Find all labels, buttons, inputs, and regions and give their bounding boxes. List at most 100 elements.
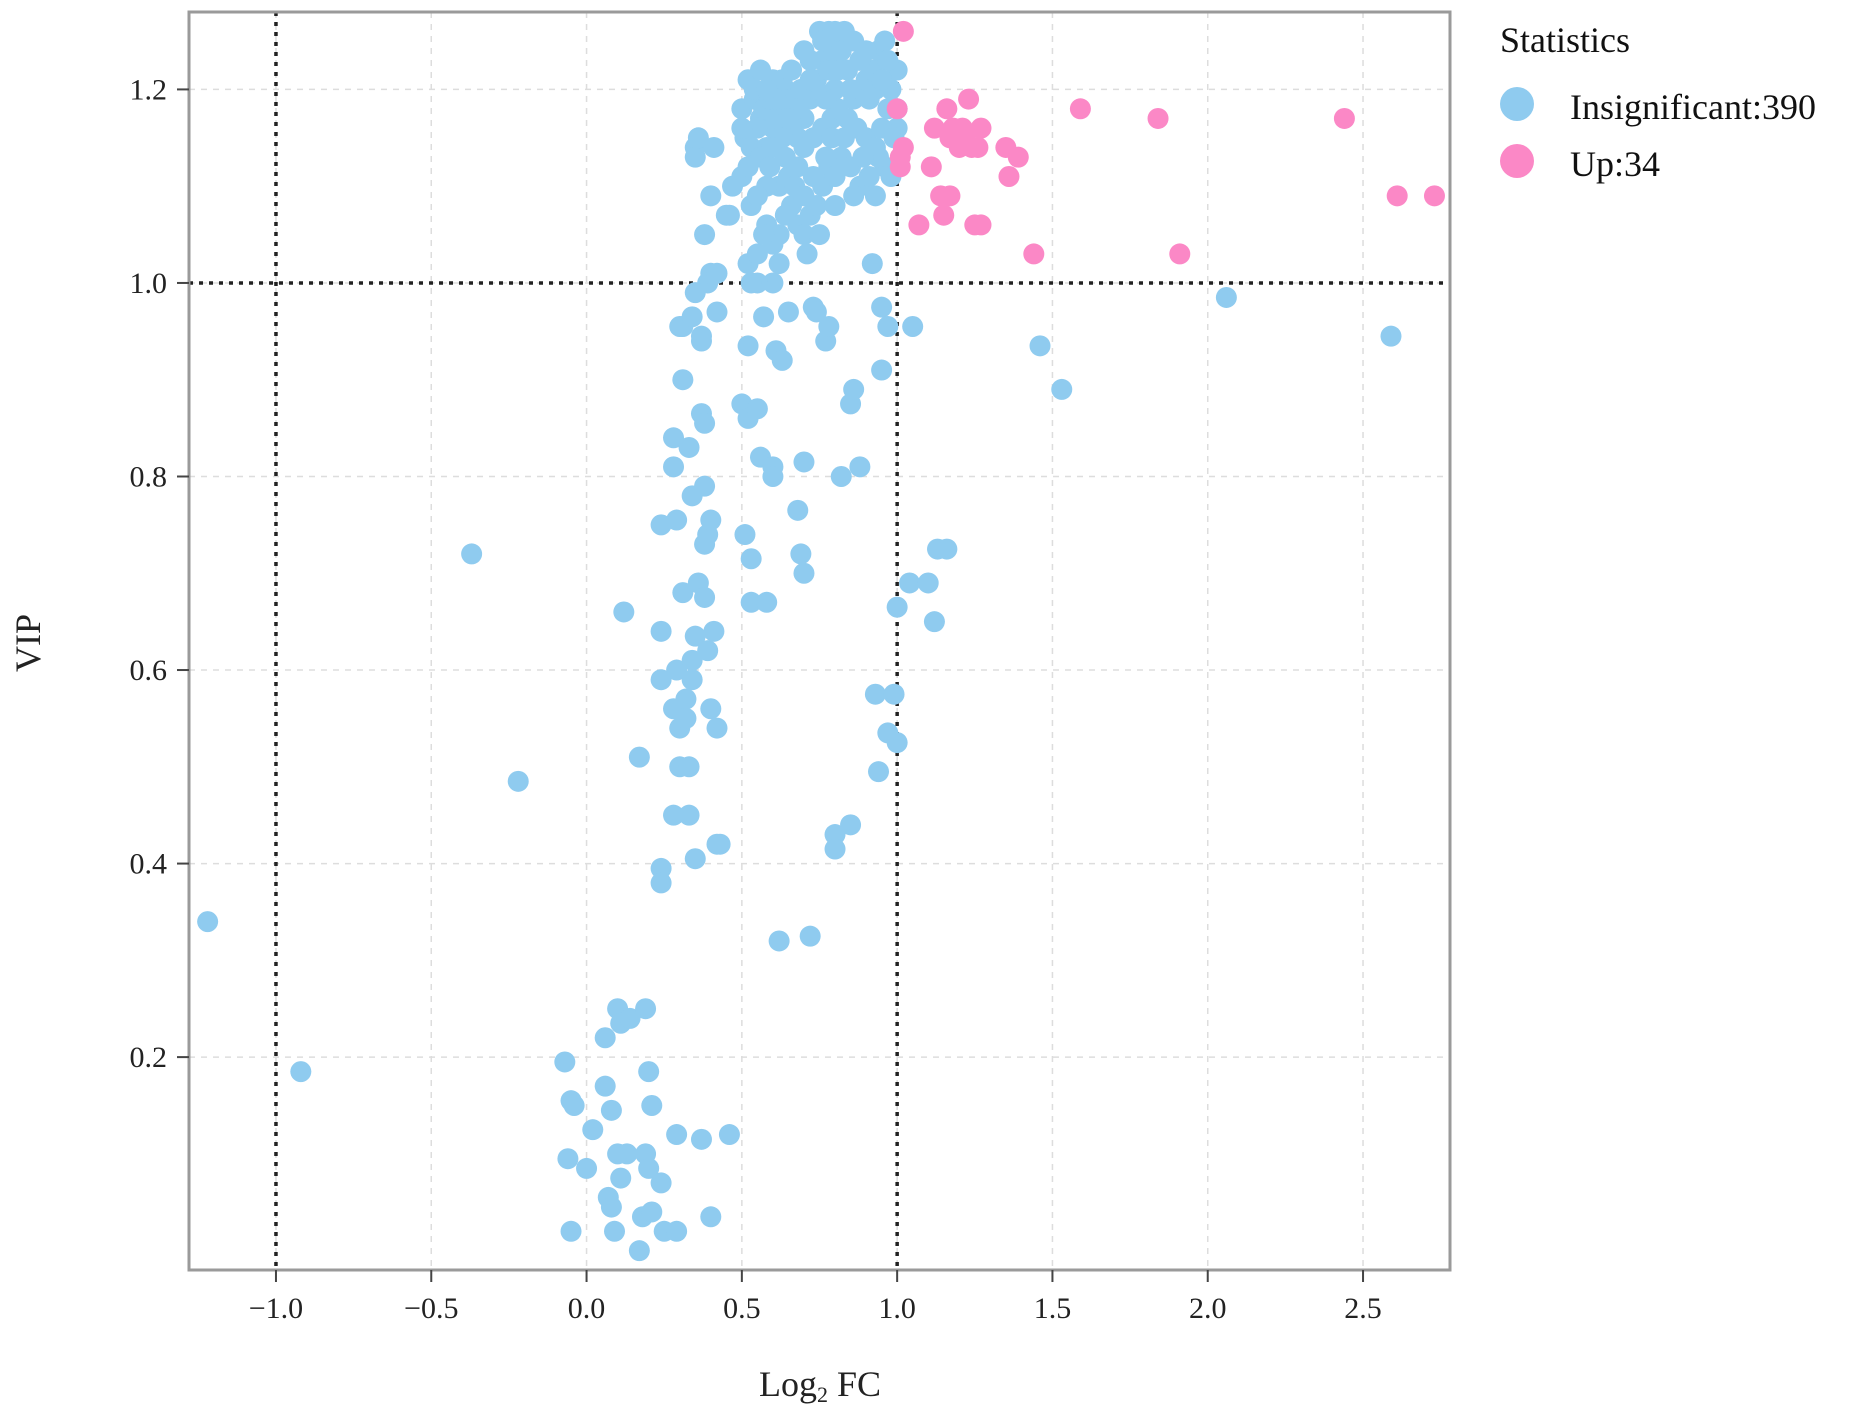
insignificant-point bbox=[809, 224, 830, 246]
insignificant-point bbox=[824, 824, 846, 846]
insignificant-point bbox=[737, 335, 759, 357]
insignificant-point bbox=[840, 78, 862, 100]
insignificant-point bbox=[802, 166, 824, 188]
x-axis-ticks: −1.0 −0.5 0.0 0.5 1.0 1.5 2.0 2.5 bbox=[249, 1270, 1382, 1325]
insignificant-point bbox=[777, 107, 799, 129]
insignificant-point bbox=[557, 1148, 579, 1170]
insignificant-point bbox=[768, 224, 790, 246]
insignificant-point bbox=[697, 640, 719, 662]
insignificant-point bbox=[635, 998, 657, 1020]
x-tick-label: −1.0 bbox=[249, 1292, 303, 1325]
up-point bbox=[998, 166, 1020, 188]
up-point bbox=[1169, 243, 1191, 265]
insignificant-point bbox=[675, 707, 697, 729]
insignificant-point bbox=[582, 1119, 604, 1141]
insignificant-point bbox=[843, 378, 865, 400]
insignificant-point bbox=[746, 117, 768, 139]
insignificant-point bbox=[684, 848, 706, 870]
insignificant-point bbox=[1029, 335, 1051, 357]
insignificant-point bbox=[576, 1157, 598, 1179]
insignificant-point bbox=[793, 224, 815, 246]
up-point bbox=[923, 117, 945, 139]
insignificant-point bbox=[749, 59, 771, 81]
up-point bbox=[936, 98, 958, 120]
insignificant-point bbox=[681, 649, 703, 671]
insignificant-point bbox=[830, 465, 852, 487]
y-tick-label: 0.8 bbox=[130, 460, 168, 493]
insignificant-point bbox=[753, 224, 775, 246]
grid bbox=[189, 12, 1450, 1270]
insignificant-point bbox=[877, 316, 899, 337]
insignificant-point bbox=[709, 833, 731, 855]
insignificant-point bbox=[864, 185, 886, 207]
insignificant-point bbox=[718, 1124, 740, 1146]
insignificant-point bbox=[675, 688, 697, 710]
up-point bbox=[1147, 107, 1169, 129]
insignificant-point bbox=[666, 1220, 688, 1242]
insignificant-point bbox=[672, 582, 694, 604]
insignificant-point bbox=[650, 857, 672, 879]
insignificant-point bbox=[638, 1061, 660, 1083]
insignificant-point bbox=[787, 499, 809, 521]
insignificant-point bbox=[793, 185, 815, 207]
insignificant-point bbox=[663, 456, 685, 478]
insignificant-point bbox=[731, 117, 753, 139]
insignificant-point bbox=[684, 625, 706, 647]
y-tick-label: 0.6 bbox=[130, 654, 168, 687]
insignificant-point bbox=[694, 586, 716, 608]
insignificant-point bbox=[868, 761, 890, 783]
insignificant-point bbox=[700, 509, 722, 531]
insignificant-point bbox=[855, 40, 877, 62]
insignificant-point bbox=[1380, 325, 1402, 347]
insignificant-point bbox=[734, 524, 756, 546]
up-point bbox=[967, 136, 989, 158]
insignificant-point bbox=[824, 838, 846, 860]
insignificant-point bbox=[700, 1206, 722, 1228]
insignificant-point bbox=[886, 732, 908, 754]
insignificant-point bbox=[877, 49, 899, 71]
insignificant-point bbox=[628, 746, 650, 768]
insignificant-point bbox=[681, 306, 703, 328]
insignificant-point bbox=[650, 620, 672, 642]
up-point bbox=[1023, 243, 1045, 265]
plot-frame bbox=[187, 10, 1452, 1272]
insignificant-point bbox=[796, 243, 818, 265]
up-point bbox=[939, 185, 961, 207]
up-point bbox=[970, 117, 992, 139]
insignificant-point bbox=[619, 1007, 641, 1029]
up-point bbox=[920, 156, 942, 178]
insignificant-point bbox=[793, 451, 815, 473]
insignificant-point bbox=[858, 166, 880, 188]
insignificant-point bbox=[833, 127, 855, 149]
series-up bbox=[886, 20, 1445, 265]
insignificant-point bbox=[684, 282, 706, 304]
insignificant-point bbox=[793, 562, 815, 584]
insignificant-point bbox=[650, 872, 672, 894]
x-tick-label: 1.5 bbox=[1034, 1292, 1072, 1325]
insignificant-point bbox=[746, 243, 768, 265]
insignificant-point bbox=[936, 538, 958, 560]
insignificant-point bbox=[684, 146, 706, 168]
insignificant-point bbox=[700, 185, 722, 207]
insignificant-point bbox=[687, 127, 709, 149]
up-point bbox=[1069, 98, 1091, 120]
up-point bbox=[1423, 185, 1445, 207]
insignificant-point bbox=[703, 620, 725, 642]
legend-title: Statistics bbox=[1500, 20, 1630, 60]
insignificant-point bbox=[507, 770, 529, 792]
insignificant-point bbox=[740, 548, 762, 570]
y-axis-title: VIP bbox=[8, 614, 48, 672]
insignificant-point bbox=[678, 756, 700, 778]
insignificant-point bbox=[746, 398, 768, 420]
insignificant-point bbox=[706, 262, 728, 284]
series-insignificant bbox=[197, 20, 1402, 1262]
y-tick-label: 0.4 bbox=[130, 848, 168, 881]
up-point bbox=[970, 214, 992, 236]
insignificant-point bbox=[824, 195, 846, 217]
x-tick-label: 0.5 bbox=[723, 1292, 761, 1325]
x-axis-title-sub: 2 bbox=[817, 1382, 828, 1407]
up-point bbox=[958, 88, 980, 110]
insignificant-point bbox=[843, 185, 865, 207]
y-axis-ticks: 0.2 0.4 0.6 0.8 1.0 1.2 bbox=[130, 73, 189, 1074]
